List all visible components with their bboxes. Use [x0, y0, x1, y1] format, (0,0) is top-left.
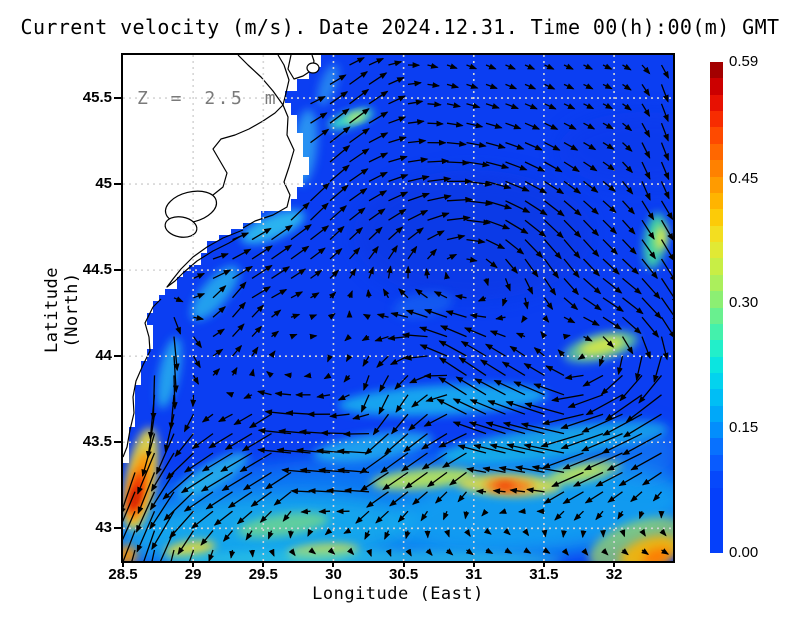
colorbar-segment: [710, 372, 723, 390]
land-mass: [123, 55, 339, 469]
colorbar-segment: [710, 143, 723, 161]
y-tick-mark: [114, 183, 121, 186]
colorbar-segment: [710, 62, 723, 79]
colorbar-segment: [710, 127, 723, 145]
x-tick-mark: [192, 561, 195, 567]
y-tick-label: 44.5: [82, 261, 112, 279]
colorbar-segment: [710, 160, 723, 178]
colorbar-segment: [710, 536, 723, 554]
x-tick-mark: [542, 561, 545, 567]
x-tick-label: 31.5: [529, 566, 559, 583]
colorbar-segment: [710, 471, 723, 489]
y-axis-title: Latitude (North): [42, 267, 82, 353]
colorbar-segment: [710, 274, 723, 292]
colorbar-segment: [710, 209, 723, 227]
x-tick-mark: [332, 561, 335, 567]
x-tick-label: 28.5: [108, 566, 138, 583]
y-tick-label: 45: [95, 175, 112, 193]
colorbar-segment: [710, 258, 723, 276]
depth-annotation: Z = 2.5 m: [137, 88, 279, 109]
colorbar-segment: [710, 192, 723, 210]
colorbar-segment: [710, 78, 723, 96]
y-tick-mark: [114, 527, 121, 530]
colorbar-segment: [710, 520, 723, 538]
colorbar-tick-label: 0.59: [729, 53, 759, 70]
velocity-arrows: [123, 57, 673, 561]
colorbar-segment: [710, 356, 723, 374]
colorbar-segment: [710, 242, 723, 259]
y-tick-mark: [114, 97, 121, 100]
colorbar-gradient: [710, 62, 723, 554]
x-tick-label: 32: [605, 566, 623, 583]
x-tick-label: 30.5: [389, 566, 419, 583]
colorbar-segment: [710, 422, 723, 439]
colorbar-tick-label: 0.15: [729, 419, 759, 437]
map-plot-area: Z = 2.5 m: [121, 53, 675, 563]
colorbar-segment: [710, 225, 723, 243]
x-tick-mark: [472, 561, 475, 567]
colorbar-segment: [710, 454, 723, 472]
colorbar-segment: [710, 389, 723, 407]
y-tick-mark: [114, 269, 121, 272]
colorbar-tick-label: 0.45: [729, 169, 759, 187]
colorbar-segment: [710, 503, 723, 521]
x-tick-mark: [613, 561, 616, 567]
colorbar-segment: [710, 323, 723, 341]
x-tick-label: 31: [465, 566, 483, 583]
y-tick-label: 43: [95, 519, 112, 537]
colorbar-segment: [710, 405, 723, 423]
x-tick-label: 29: [184, 566, 202, 583]
y-tick-mark: [114, 355, 121, 358]
y-tick-label: 44: [95, 347, 112, 365]
colorbar-segment: [710, 176, 723, 194]
x-tick-mark: [122, 561, 124, 567]
colorbar-segment: [710, 94, 723, 112]
y-tick-mark: [114, 441, 121, 444]
x-tick-mark: [402, 561, 405, 567]
y-tick-label: 43.5: [82, 433, 112, 451]
x-axis-title: Longitude (East): [312, 584, 484, 604]
colorbar-tick-label: 0.30: [729, 294, 759, 312]
page-title: Current velocity (m/s). Date 2024.12.31.…: [20, 15, 780, 39]
colorbar-tick-label: 0.00: [729, 544, 759, 561]
x-tick-label: 30: [325, 566, 342, 583]
vector-field-map: [123, 55, 673, 561]
coastline: [123, 55, 320, 458]
colorbar-segment: [710, 111, 723, 128]
colorbar-segment: [710, 487, 723, 505]
x-tick-mark: [262, 561, 265, 567]
y-tick-label: 45.5: [82, 89, 112, 107]
x-tick-label: 29.5: [248, 566, 278, 583]
colorbar-segment: [710, 438, 723, 456]
colorbar-segment: [710, 340, 723, 358]
colorbar-segment: [710, 291, 723, 308]
colorbar-segment: [710, 307, 723, 325]
